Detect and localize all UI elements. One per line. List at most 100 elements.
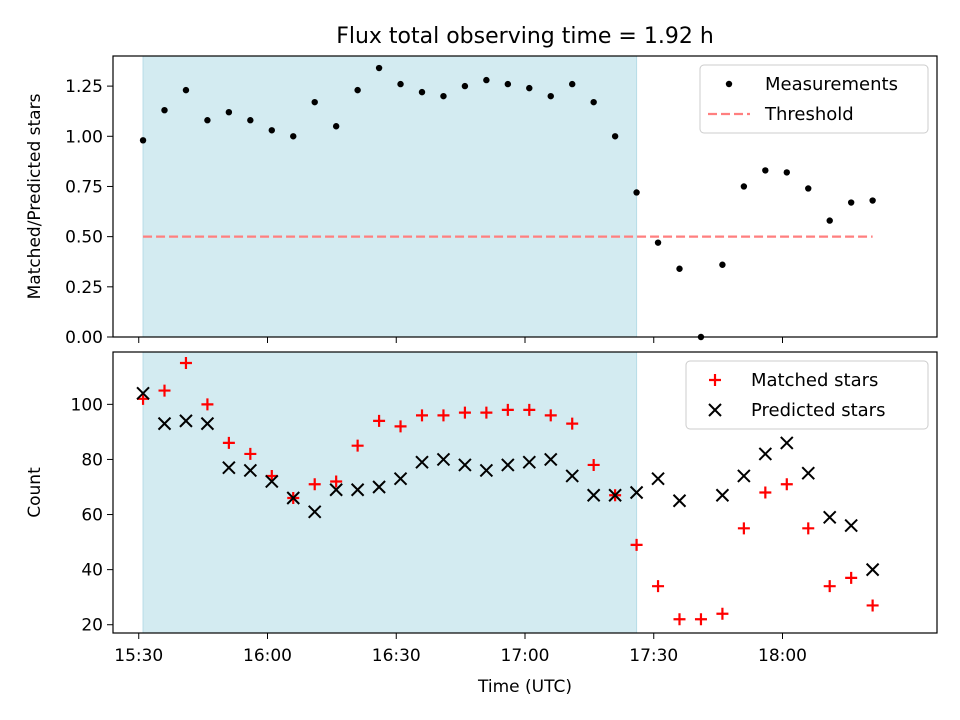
data-point — [418, 88, 426, 96]
y-tick-label: 0.00 — [65, 328, 103, 348]
data-point — [654, 239, 662, 246]
data-point — [869, 197, 876, 204]
y-tick-label: 0.25 — [65, 278, 103, 298]
data-point — [762, 167, 769, 174]
data-point — [479, 463, 494, 478]
legend-marker — [725, 80, 733, 88]
x-tick-label: 15:30 — [114, 646, 163, 666]
series-matched-stars — [137, 357, 879, 626]
x-tick-label: 17:30 — [629, 646, 678, 666]
data-point — [547, 92, 554, 100]
data-point — [179, 357, 192, 370]
legend-label: Measurements — [765, 74, 898, 95]
data-point — [372, 480, 386, 494]
y-tick-label: 0.50 — [65, 228, 103, 248]
data-point — [759, 486, 772, 499]
data-point — [719, 261, 726, 268]
data-point — [354, 86, 361, 94]
data-point — [461, 82, 469, 90]
chart-title: Flux total observing time = 1.92 h — [336, 24, 714, 49]
data-point — [865, 562, 880, 577]
data-point — [586, 488, 601, 502]
data-point — [737, 469, 751, 483]
data-point — [286, 491, 300, 505]
data-point — [633, 189, 640, 196]
data-point — [458, 458, 472, 472]
data-point — [265, 469, 278, 482]
data-point — [222, 436, 235, 449]
legend-label: Threshold — [764, 104, 854, 125]
data-point — [179, 414, 193, 428]
y-tick-label: 80 — [81, 450, 103, 470]
legend-box — [685, 360, 929, 430]
data-point — [740, 183, 748, 190]
y-tick-label: 1.00 — [65, 127, 103, 147]
data-point — [350, 483, 365, 497]
y-axis-title: Count — [25, 467, 45, 518]
data-point — [844, 518, 858, 533]
data-point — [673, 613, 686, 626]
x-tick-label: 16:00 — [243, 646, 292, 666]
data-point — [375, 64, 383, 72]
data-point — [311, 98, 318, 106]
data-point — [611, 133, 619, 140]
data-point — [823, 580, 836, 593]
x-tick-label: 16:30 — [372, 646, 421, 666]
data-point — [351, 439, 364, 452]
data-point — [847, 199, 855, 206]
shaded-observing-region — [142, 55, 638, 338]
data-point — [415, 455, 429, 469]
data-point — [526, 84, 533, 92]
data-point — [393, 472, 408, 486]
data-point — [394, 420, 407, 433]
data-point — [200, 416, 215, 431]
data-point — [139, 137, 147, 144]
data-point — [716, 607, 729, 620]
data-point — [504, 80, 512, 88]
y-axis-title: Matched/Predicted stars — [25, 93, 45, 299]
x-tick-label: 18:00 — [758, 646, 807, 666]
data-point — [590, 98, 597, 106]
data-point — [544, 409, 557, 422]
legend-label: Matched stars — [751, 370, 878, 391]
legend: Matched stars Predicted stars — [685, 360, 929, 430]
data-point — [608, 488, 622, 502]
legend-marker — [708, 403, 722, 417]
chart-panel-2: 20 40 60 80 100 15:30 16:00 16:30 17:00 17:30 18:0… — [25, 351, 938, 697]
data-point — [158, 384, 171, 397]
data-point — [651, 472, 665, 486]
legend-marker — [709, 374, 721, 386]
data-point — [225, 109, 233, 116]
data-point — [137, 392, 150, 405]
data-point — [694, 613, 707, 626]
series-predicted-stars — [136, 386, 880, 577]
y-tick-label: 40 — [81, 561, 103, 581]
data-point — [501, 403, 514, 416]
data-point — [501, 458, 515, 472]
data-point — [483, 76, 490, 84]
data-point — [565, 469, 579, 483]
data-point — [544, 452, 558, 467]
y-tick-label: 60 — [81, 506, 103, 526]
data-point — [308, 505, 322, 519]
chart-panel-1: 0.00 0.25 0.50 0.75 1.00 1.25 Matched/Predicte… — [25, 24, 938, 348]
shaded-observing-region — [142, 351, 638, 634]
data-point — [569, 80, 576, 88]
data-point — [780, 436, 794, 450]
legend-label: Predicted stars — [751, 400, 885, 421]
data-point — [397, 80, 404, 88]
data-point — [672, 494, 687, 508]
data-point — [823, 510, 837, 525]
data-point — [715, 488, 730, 502]
data-point — [436, 452, 451, 467]
y-tick-label: 100 — [71, 395, 103, 415]
series-measurements — [139, 64, 876, 341]
x-tick-label: 17:00 — [501, 646, 550, 666]
data-point — [630, 538, 643, 551]
data-point — [676, 265, 683, 272]
y-tick-label: 20 — [81, 616, 103, 636]
data-point — [308, 478, 321, 491]
data-point — [440, 92, 447, 100]
data-point — [136, 386, 150, 401]
